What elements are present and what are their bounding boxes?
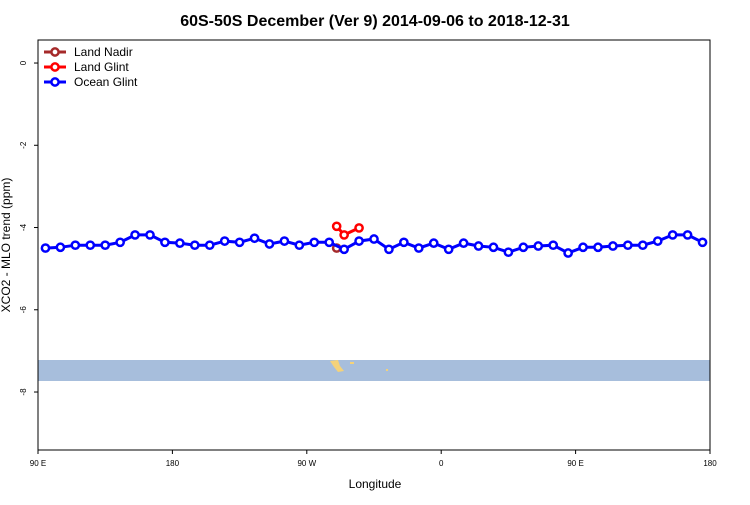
point [428,238,439,248]
point [130,230,140,240]
point [488,242,499,253]
point [354,236,364,246]
land-patch [330,360,344,372]
point [667,230,678,240]
point [55,242,66,253]
point [354,223,364,233]
point [533,241,544,251]
point [324,237,335,248]
point [115,237,125,248]
x-tick-label: 90 E [567,459,583,468]
y-tick-label: -8 [19,388,28,396]
legend-label: Ocean Glint [74,75,138,89]
point [563,248,573,258]
ocean-band [38,360,710,381]
land-patch [350,362,354,364]
legend-label: Land Glint [74,60,129,74]
point [309,237,320,248]
point [458,238,469,248]
point [637,240,648,251]
point [279,236,290,246]
point [593,242,603,253]
point [608,241,618,251]
x-tick-label: 180 [703,459,717,468]
point [331,221,342,232]
y-tick-label: 0 [19,60,28,65]
legend-marker [50,77,60,87]
point [518,242,529,253]
point [623,240,633,251]
point [473,241,484,251]
point [40,243,51,253]
y-tick-label: -6 [19,306,28,314]
legend-marker [50,47,60,57]
point [204,240,215,251]
point [697,237,708,248]
point [339,230,349,240]
legend-label: Land Nadir [74,45,133,59]
x-axis-label: Longitude [349,477,402,491]
x-tick-label: 90 W [297,459,316,468]
x-tick-label: 180 [166,459,180,468]
point [369,234,379,244]
x-tick-label: 0 [439,459,444,468]
point [85,240,96,251]
point [70,240,81,251]
point [503,247,514,258]
legend-marker [50,62,60,72]
point [145,230,155,240]
y-tick-label: -2 [19,141,28,149]
point [175,238,185,248]
x-tick-label: 90 E [30,459,46,468]
point [443,244,454,255]
chart-title: 60S-50S December (Ver 9) 2014-09-06 to 2… [180,13,570,30]
point [189,240,200,251]
point [578,242,588,253]
plot-frame [37,39,711,451]
point [384,244,394,255]
point [264,239,275,249]
y-tick-label: -4 [19,223,28,231]
point [399,237,409,248]
land-patch [386,369,388,371]
point [160,237,170,248]
point [234,237,245,248]
point [413,243,424,253]
point [249,233,260,244]
y-axis-label: XCO2 - MLO trend (ppm) [0,178,13,313]
point [682,230,693,240]
point [652,236,663,246]
point [294,240,305,251]
point [548,240,559,251]
map-strip [38,360,710,381]
point [100,240,111,251]
point [339,244,349,255]
point [219,236,230,246]
